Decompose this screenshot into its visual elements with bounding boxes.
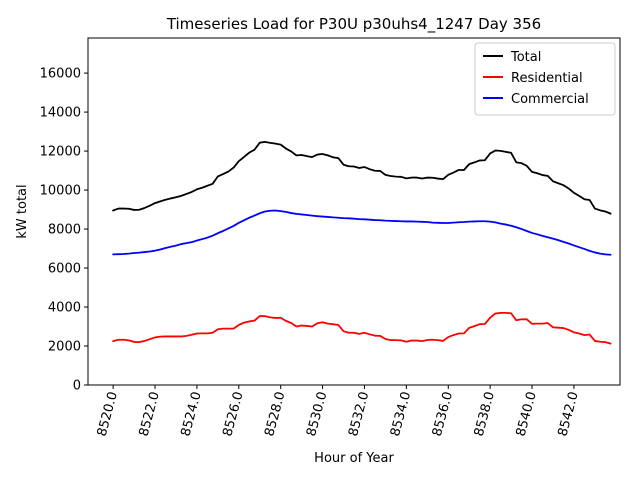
y-tick-label: 8000 — [48, 223, 81, 238]
series-line-residential — [112, 311, 612, 345]
series-layer — [112, 141, 612, 345]
legend-label-residential: Residential — [511, 71, 583, 86]
legend-label-total: Total — [510, 50, 541, 65]
y-tick-label: 6000 — [48, 262, 81, 277]
y-tick-label: 16000 — [40, 67, 81, 82]
y-axis-label: kW total — [15, 184, 30, 238]
series-line-total — [112, 141, 612, 215]
legend-label-commercial: Commercial — [511, 92, 589, 107]
y-tick-label: 14000 — [40, 106, 81, 121]
legend-box — [474, 42, 616, 116]
series-line-commercial — [112, 209, 612, 256]
y-tick-label: 4000 — [48, 301, 81, 316]
plot-frame — [87, 37, 621, 386]
x-axis-label: Hour of Year — [314, 451, 394, 466]
y-tick-label: 0 — [73, 379, 81, 394]
y-tick-label: 10000 — [40, 184, 81, 199]
y-tick-label: 12000 — [40, 145, 81, 160]
chart-title: Timeseries Load for P30U p30uhs4_1247 Da… — [166, 15, 541, 34]
legend: Total Residential Commercial — [474, 42, 616, 116]
y-axis: 0 2000 4000 6000 8000 10000 12000 14000 16000 — [40, 67, 88, 394]
y-tick-label: 2000 — [48, 340, 81, 355]
